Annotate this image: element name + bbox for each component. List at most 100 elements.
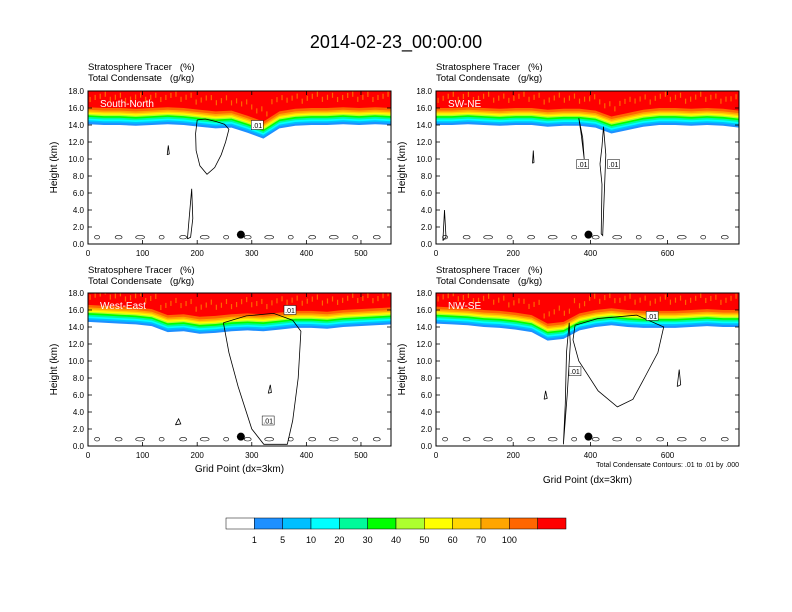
y-tick-label: 16.0 <box>68 306 84 315</box>
tracer-streak <box>518 298 520 304</box>
tracer-streak <box>472 298 475 304</box>
y-tick-label: 18.0 <box>68 87 84 96</box>
tracer-streak <box>669 96 672 102</box>
condensate-contour <box>656 437 665 442</box>
condensate-contour <box>547 235 558 240</box>
tracer-streak <box>508 302 510 308</box>
tracer-streak <box>316 294 318 300</box>
tracer-streak <box>180 303 182 309</box>
tracer-streak <box>614 298 616 304</box>
tracer-streak <box>104 293 106 295</box>
tracer-streak <box>246 99 248 105</box>
tracer-streak <box>190 92 192 98</box>
contour-footnote: Total Condensate Contours: .01 to .01 by… <box>596 462 739 469</box>
tracer-streak <box>654 95 656 101</box>
tracer-streak <box>145 297 147 304</box>
contour-label: .01 <box>570 369 580 376</box>
y-tick-label: 10.0 <box>416 357 432 366</box>
y-tick-label: 0.0 <box>421 442 433 451</box>
y-tick-label: 18.0 <box>68 289 84 298</box>
tracer-streak <box>145 96 147 102</box>
tracer-streak <box>114 293 116 299</box>
tracer-streak <box>472 96 475 103</box>
colorbar-box <box>480 517 510 530</box>
x-tick-label: 600 <box>661 451 675 460</box>
condensate-contour <box>720 235 729 240</box>
tracer-streak <box>644 94 646 100</box>
tracer-streak <box>594 94 596 100</box>
tracer-streak <box>175 297 177 304</box>
panel-label: West-East <box>100 301 146 312</box>
colorbar-label: 50 <box>419 535 429 545</box>
tracer-streak <box>447 93 449 99</box>
panel-header: Stratosphere Tracer (%) Total Condensate … <box>88 265 195 287</box>
tracer-streak <box>321 96 324 102</box>
tracer-streak <box>276 97 278 103</box>
y-tick-label: 10.0 <box>68 357 84 366</box>
tracer-streak <box>150 295 152 301</box>
tracer-streak <box>256 108 258 114</box>
y-tick-label: 8.0 <box>421 374 433 383</box>
tracer-streak <box>690 96 692 102</box>
contour-label: .01 <box>285 308 295 315</box>
condensate-contour <box>527 437 535 442</box>
tracer-streak <box>347 295 349 301</box>
x-tick-label: 0 <box>434 451 439 460</box>
panel-south-north: .01 0.0 2.0 4.0 6.0 8.0 10.0 12.0 14.0 16.0 18.0 0 1… <box>49 87 392 258</box>
condensate-contour <box>199 437 210 442</box>
tracer-streak <box>589 295 591 301</box>
tracer-streak <box>452 293 454 297</box>
y-tick-label: 0.0 <box>421 240 433 249</box>
tracer-streak <box>573 298 576 304</box>
panel-var1: Stratosphere Tracer (%) <box>88 62 195 73</box>
tracer-streak <box>195 306 197 312</box>
x-tick-label: 300 <box>245 249 259 258</box>
tracer-streak <box>462 295 464 301</box>
contour-label-box <box>568 366 582 376</box>
y-tick-label: 6.0 <box>421 391 433 400</box>
colorbar-label: 10 <box>306 535 316 545</box>
y-tick-label: 8.0 <box>73 374 85 383</box>
tracer-streak <box>437 296 439 302</box>
tracer-streak <box>225 95 228 101</box>
tracer-streak <box>614 106 616 112</box>
tracer-streak <box>306 298 308 304</box>
tracer-streak <box>311 296 313 302</box>
tracer-streak <box>235 98 238 104</box>
y-tick-label: 4.0 <box>421 206 433 215</box>
tracer-streak <box>347 92 349 98</box>
tracer-streak <box>372 96 374 103</box>
location-marker <box>236 230 245 239</box>
tracer-streak <box>114 94 116 100</box>
tracer-streak <box>669 299 672 305</box>
y-tick-label: 10.0 <box>68 155 84 164</box>
y-tick-label: 12.0 <box>68 340 84 349</box>
tracer-streak <box>301 98 303 104</box>
tracer-streak <box>528 96 530 102</box>
colorbar-box <box>254 517 283 530</box>
x-tick-label: 400 <box>584 249 598 258</box>
tracer-streak <box>241 299 243 305</box>
tracer-streak <box>99 93 101 99</box>
tracer-streak <box>316 91 318 97</box>
tracer-streak <box>568 95 571 101</box>
tracer-streak <box>674 297 677 303</box>
tracer-streak <box>447 293 449 299</box>
tracer-streak <box>735 293 737 299</box>
tracer-streak <box>382 93 384 99</box>
tracer-streak <box>639 96 641 102</box>
tracer-streak <box>684 299 687 305</box>
figure-title: 2014-02-23_00:00:00 <box>309 32 483 52</box>
y-tick-label: 4.0 <box>421 408 433 417</box>
plot-frame <box>87 292 392 447</box>
tracer-streak <box>498 95 500 101</box>
tracer-streak <box>538 92 540 98</box>
colorbar-box <box>310 517 340 530</box>
tracer-streak <box>573 93 576 99</box>
tracer-streak <box>548 97 550 103</box>
tracer-streak <box>129 295 132 301</box>
tracer-streak <box>134 94 137 100</box>
condensate-contour <box>527 235 535 240</box>
tracer-streak <box>563 97 565 103</box>
tracer-streak <box>679 295 682 301</box>
